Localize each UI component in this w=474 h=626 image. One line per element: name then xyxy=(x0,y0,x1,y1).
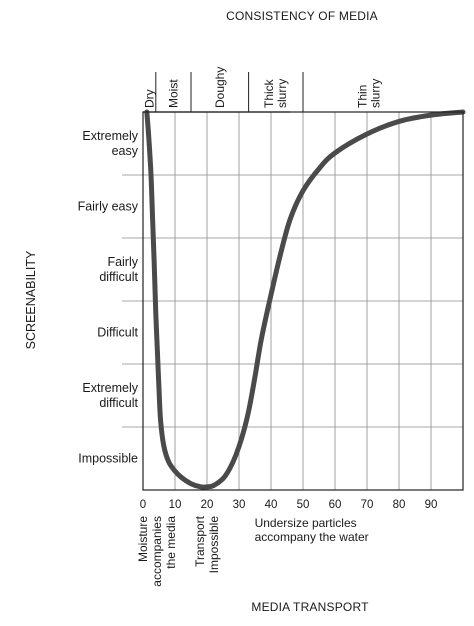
x-tick-4: 40 xyxy=(265,499,278,511)
x-tick-2: 20 xyxy=(201,499,214,511)
x-tick-7: 70 xyxy=(361,499,374,511)
x-tick-3: 30 xyxy=(233,499,246,511)
plot-frame xyxy=(142,111,464,491)
y-category-2: Difficult xyxy=(97,326,138,340)
x-tick-8: 80 xyxy=(393,499,406,511)
annotation-1-line-1: Impossible xyxy=(207,516,221,574)
annotation-0-line-0: Moisture xyxy=(136,516,150,562)
y-axis-label: SCREENABILITY xyxy=(24,250,38,349)
series-line-0 xyxy=(144,109,466,490)
y-category-5: Extremely easy xyxy=(82,129,138,158)
y-category-0: Impossible xyxy=(78,452,138,466)
y-category-labels: Impossible Extremely difficult Difficult Fai… xyxy=(78,129,139,466)
transport-annotations: Moisture accompanies the media Transport Imp… xyxy=(136,515,369,586)
x-tick-5: 50 xyxy=(297,499,310,511)
y-category-3: Fairly difficult xyxy=(99,255,138,284)
region-label-3: Thickslurry xyxy=(262,78,289,108)
x-axis-label: MEDIA TRANSPORT xyxy=(251,600,369,614)
region-label-4: Thinslurry xyxy=(355,79,382,108)
chart-title: CONSISTENCY OF MEDIA xyxy=(226,9,378,23)
consistency-regions: Dry Moist Doughy Thickslurry Thinslurry xyxy=(142,67,382,113)
grid-lines xyxy=(122,112,463,490)
x-tick-0: 0 xyxy=(140,499,146,511)
region-label-2: Doughy xyxy=(213,67,227,108)
x-tick-1: 10 xyxy=(169,499,182,511)
y-category-1: Extremely difficult xyxy=(82,381,138,410)
x-tick-6: 60 xyxy=(329,499,342,511)
x-tick-9: 90 xyxy=(425,499,438,511)
y-category-4: Fairly easy xyxy=(78,200,139,214)
region-label-1: Moist xyxy=(166,79,180,108)
region-label-0: Dry xyxy=(142,89,156,108)
x-tick-labels: 0 10 20 30 40 50 60 70 80 90 xyxy=(140,499,438,511)
annotation-0-line-2: the media xyxy=(164,516,178,569)
annotation-0-line-1: accompanies xyxy=(150,516,164,587)
annotation-1-line-0: Transport xyxy=(193,515,207,567)
annotation-2: Undersize particles accompany the water xyxy=(255,516,369,544)
series-layer xyxy=(144,109,466,490)
